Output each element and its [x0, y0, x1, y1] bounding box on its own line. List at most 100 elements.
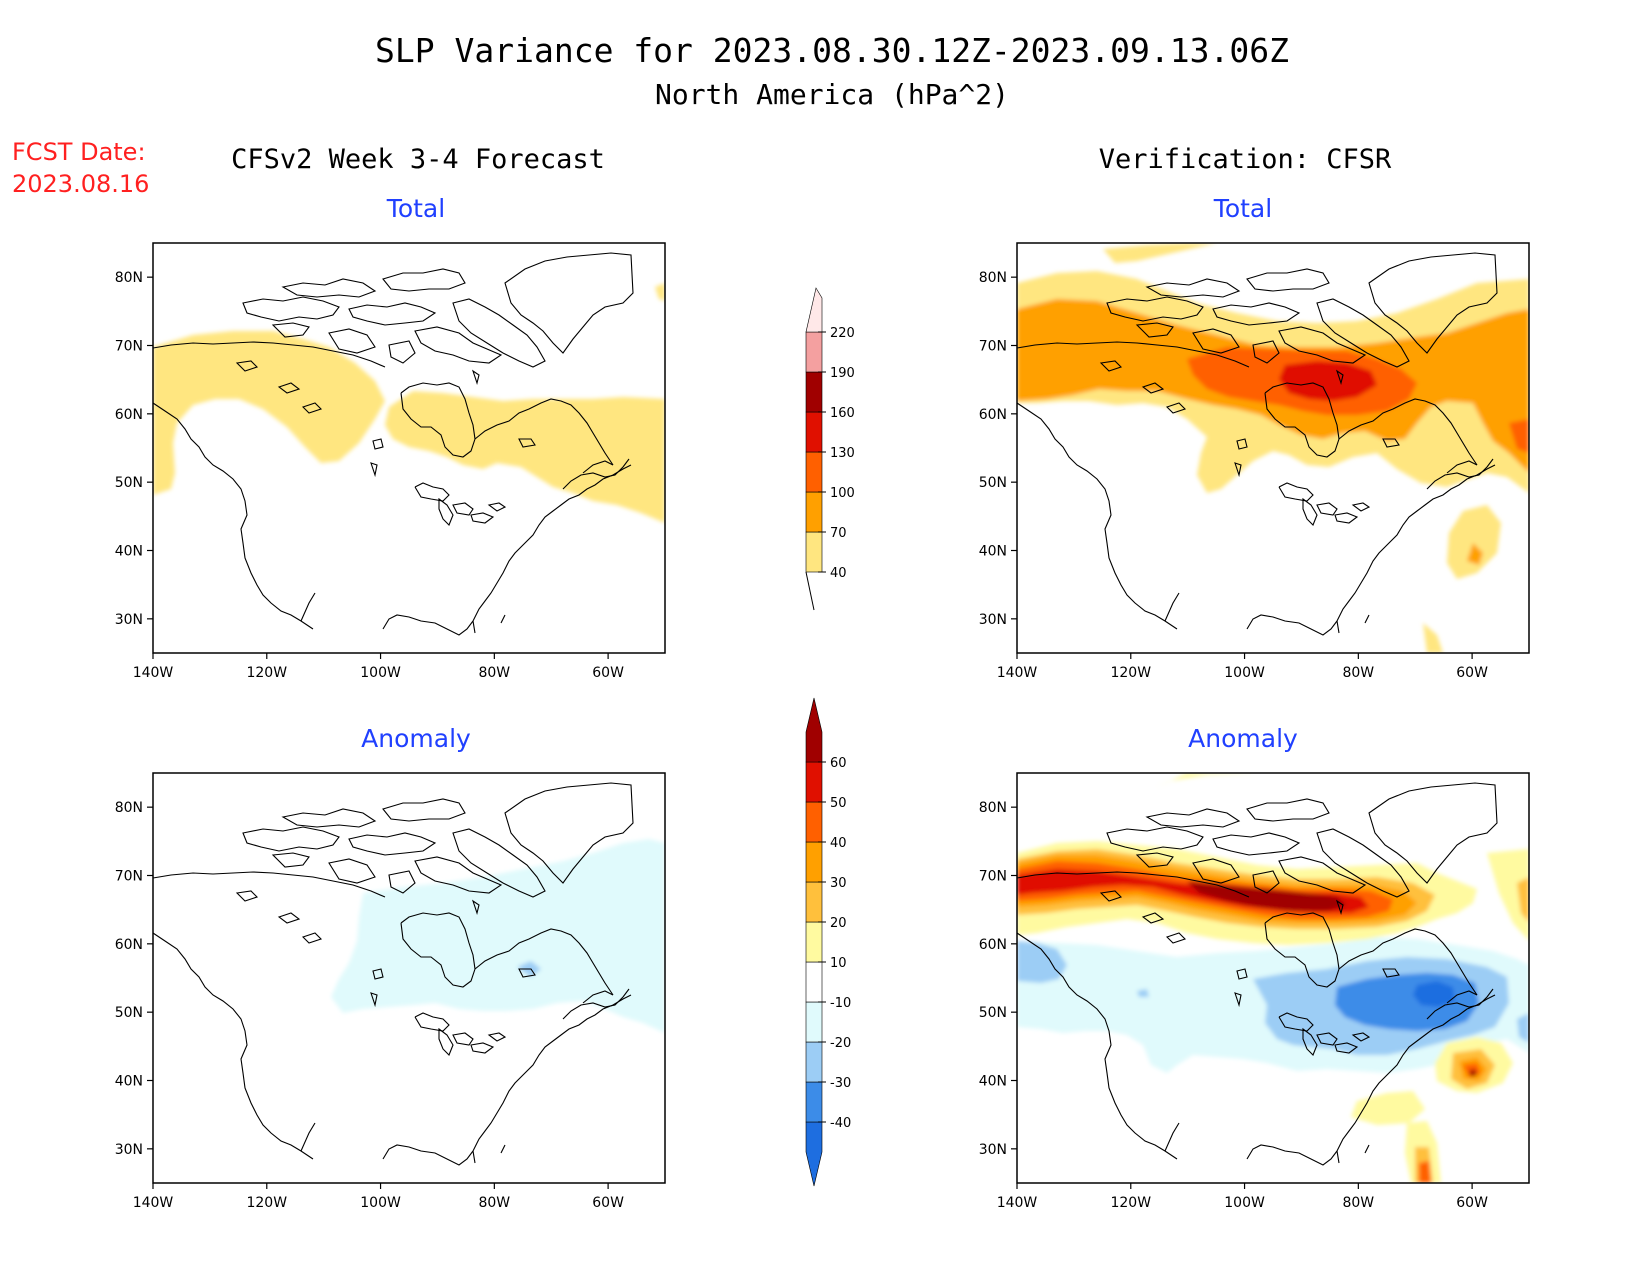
- lat-tick-label: 60N: [979, 937, 1007, 953]
- colorbar-segment: [805, 411, 823, 453]
- colorbar-segment: [805, 761, 823, 803]
- colorbar-segment: [805, 801, 823, 843]
- colorbar-label: 100: [830, 486, 855, 501]
- lon-tick-label: 140W: [133, 665, 174, 681]
- lat-tick-label: 60N: [115, 407, 143, 423]
- colorbar-segment: [805, 881, 823, 923]
- lon-tick-label: 120W: [246, 665, 287, 681]
- lat-tick-label: 80N: [979, 800, 1007, 816]
- colorbar-anomaly: -40 -30 -20 -10 10 20 30 40 50 60: [805, 697, 851, 1187]
- colorbar-label: -30: [830, 1076, 851, 1091]
- colorbar-label: 160: [830, 406, 855, 421]
- lon-tick-label: 100W: [1224, 665, 1265, 681]
- colorbar-segment: [805, 331, 823, 373]
- colorbar-label: -20: [830, 1036, 851, 1051]
- colorbar-segment: [805, 371, 823, 413]
- colorbar-segment: [805, 961, 823, 1003]
- lon-tick-label: 100W: [360, 665, 401, 681]
- colorbar-label: 10: [830, 956, 847, 971]
- lon-tick-label: 120W: [1110, 1195, 1151, 1211]
- colorbar-tail: [805, 571, 815, 611]
- lon-tick-label: 60W: [1456, 1195, 1488, 1211]
- colorbar-label: 190: [830, 366, 855, 381]
- lon-tick-label: 60W: [592, 665, 624, 681]
- colorbar-label: 40: [830, 836, 847, 851]
- lat-tick-label: 50N: [115, 475, 143, 491]
- panel-title-forecast-total: Total: [386, 194, 445, 223]
- lon-tick-label: 120W: [246, 1195, 287, 1211]
- lat-tick-label: 60N: [979, 407, 1007, 423]
- map-panel-verification-total: [1016, 242, 1530, 654]
- map-panel-verification-anomaly: [1016, 772, 1530, 1184]
- colorbar-segment: [805, 531, 823, 573]
- lat-tick-label: 40N: [979, 1074, 1007, 1090]
- lon-tick-label: 100W: [360, 1195, 401, 1211]
- lat-tick-label: 30N: [979, 612, 1007, 628]
- lon-tick-label: 100W: [1224, 1195, 1265, 1211]
- colorbar-label: 220: [830, 326, 855, 341]
- lon-tick-label: 140W: [133, 1195, 174, 1211]
- lat-tick-label: 40N: [115, 1074, 143, 1090]
- lon-tick-label: 120W: [1110, 665, 1151, 681]
- lat-tick-label: 70N: [979, 339, 1007, 355]
- map-panel-forecast-anomaly: [152, 772, 666, 1184]
- lat-tick-label: 70N: [979, 869, 1007, 885]
- column-title-right: Verification: CFSR: [1099, 144, 1392, 175]
- map-panel-forecast-total: [152, 242, 666, 654]
- colorbar-total: 40 70 100 130 160 190 220: [805, 287, 855, 611]
- lat-tick-label: 70N: [115, 869, 143, 885]
- fcst-date-value: 2023.08.16: [12, 170, 149, 198]
- colorbar-label: 70: [830, 526, 847, 541]
- colorbar-segment: [805, 1121, 823, 1187]
- lat-tick-label: 80N: [115, 270, 143, 286]
- lat-tick-label: 80N: [979, 270, 1007, 286]
- column-title-left: CFSv2 Week 3-4 Forecast: [231, 144, 605, 175]
- colorbar-segment: [805, 1001, 823, 1043]
- main-subtitle: North America (hPa^2): [655, 78, 1009, 111]
- colorbar-label: 40: [830, 566, 847, 581]
- colorbar-label: 60: [830, 756, 847, 771]
- colorbar-segment: [805, 697, 823, 763]
- panel-title-verification-anomaly: Anomaly: [1188, 724, 1298, 753]
- colorbar-label: 30: [830, 876, 847, 891]
- colorbar-label: 50: [830, 796, 847, 811]
- lat-tick-label: 50N: [979, 1005, 1007, 1021]
- lon-tick-label: 80W: [478, 1195, 510, 1211]
- lon-tick-label: 140W: [997, 665, 1038, 681]
- lat-tick-label: 30N: [979, 1142, 1007, 1158]
- axis-ticks: 80N 70N 60N 50N 40N 30N 140W 120W 100W 80W 60W 80N 7…: [115, 270, 1488, 1211]
- plot-frame: [1016, 242, 1530, 654]
- lat-tick-label: 40N: [979, 544, 1007, 560]
- colorbar-label: -10: [830, 996, 851, 1011]
- panel-title-forecast-anomaly: Anomaly: [361, 724, 471, 753]
- lon-tick-label: 80W: [1342, 665, 1374, 681]
- colorbar-segment: [805, 1041, 823, 1083]
- plot-frame: [152, 772, 666, 1184]
- lat-tick-label: 70N: [115, 339, 143, 355]
- plot-frame: [1016, 772, 1530, 1184]
- panel-title-verification-total: Total: [1213, 194, 1272, 223]
- colorbar-segment: [805, 921, 823, 963]
- lon-tick-label: 80W: [1342, 1195, 1374, 1211]
- colorbar-segment: [805, 841, 823, 883]
- lat-tick-label: 30N: [115, 612, 143, 628]
- lat-tick-label: 40N: [115, 544, 143, 560]
- colorbar-segment: [805, 1081, 823, 1123]
- lon-tick-label: 80W: [478, 665, 510, 681]
- lat-tick-label: 50N: [979, 475, 1007, 491]
- colorbar-segment: [805, 287, 823, 333]
- lat-tick-label: 80N: [115, 800, 143, 816]
- lat-tick-label: 60N: [115, 937, 143, 953]
- fcst-date-label: FCST Date:: [12, 138, 146, 166]
- lon-tick-label: 140W: [997, 1195, 1038, 1211]
- colorbar-label: 130: [830, 446, 855, 461]
- contour-fills: [153, 283, 665, 523]
- plot-frame: [152, 242, 666, 654]
- lon-tick-label: 60W: [592, 1195, 624, 1211]
- colorbar-label: 20: [830, 916, 847, 931]
- lat-tick-label: 50N: [115, 1005, 143, 1021]
- colorbar-label: -40: [830, 1116, 851, 1131]
- lat-tick-label: 30N: [115, 1142, 143, 1158]
- lon-tick-label: 60W: [1456, 665, 1488, 681]
